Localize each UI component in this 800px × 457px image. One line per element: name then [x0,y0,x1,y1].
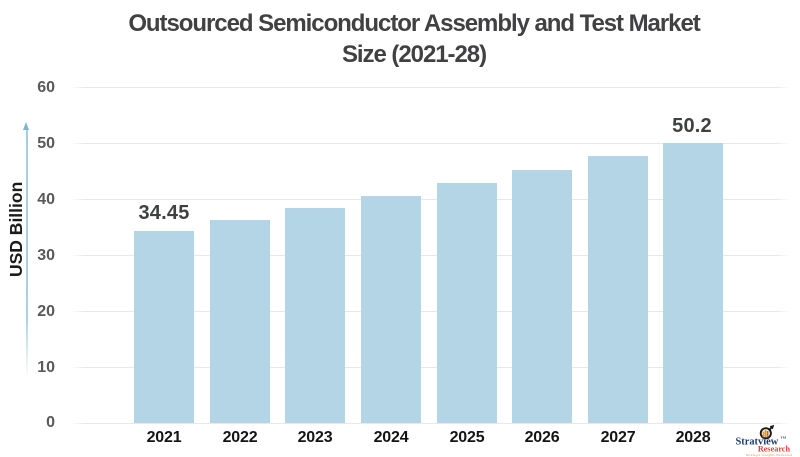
svg-text:Strategic Insights Delivered: Strategic Insights Delivered [746,453,792,457]
svg-text:Research: Research [758,445,791,454]
svg-text:Stratview: Stratview [736,436,779,447]
svg-text:TM: TM [781,436,787,440]
